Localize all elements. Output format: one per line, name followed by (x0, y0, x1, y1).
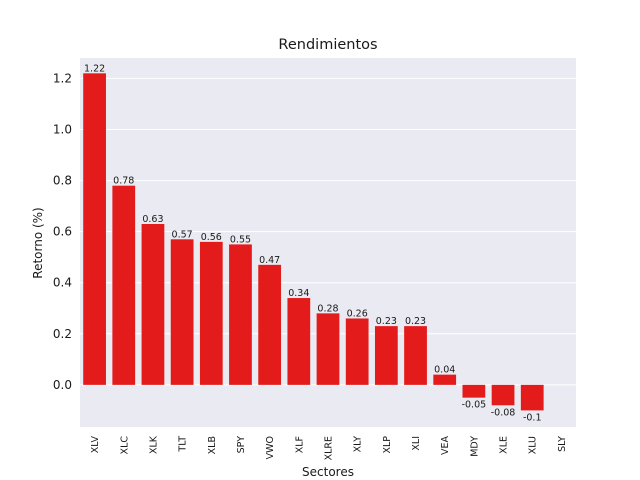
x-tick-label-sly: SLY (557, 436, 568, 452)
x-tick-label-xlre: XLRE (324, 436, 335, 460)
y-tick-label: 0.2 (53, 327, 72, 341)
bar-xlc (112, 185, 136, 385)
data-label-spy: 0.55 (230, 234, 251, 245)
y-tick-label: 0.0 (53, 378, 72, 392)
y-axis-ticks: 0.0 0.2 0.4 0.6 0.8 1.0 1.2 (53, 71, 72, 391)
y-axis-label: Retorno (%) (31, 207, 45, 278)
data-label-xlp: 0.23 (376, 316, 397, 327)
y-tick-label: 1.0 (53, 123, 72, 137)
bar-xly (345, 318, 369, 385)
bar-tlt (170, 239, 194, 385)
data-label-xle: -0.08 (491, 407, 516, 418)
x-axis-ticks: XLV XLC XLK TLT XLB SPY VWO XLF XLRE XLY XLP XLI VEA… (90, 435, 568, 460)
x-axis-label: Sectores (302, 465, 354, 479)
data-label-xlv: 1.22 (84, 63, 105, 74)
x-tick-label-xli: XLI (411, 436, 422, 451)
data-label-xlk: 0.63 (142, 214, 163, 225)
bar-spy (229, 244, 252, 385)
data-label-mdy: -0.05 (462, 400, 487, 411)
data-label-xlc: 0.78 (113, 176, 134, 187)
data-label-xlre: 0.28 (317, 303, 338, 314)
x-tick-label-xlv: XLV (90, 436, 101, 454)
data-label-vwo: 0.47 (259, 255, 280, 266)
bar-vwo (258, 264, 282, 385)
bar-xlb (199, 241, 223, 385)
x-tick-label-vwo: VWO (265, 436, 276, 459)
x-tick-label-xlf: XLF (294, 436, 305, 453)
data-label-xlf: 0.34 (288, 288, 309, 299)
x-tick-label-xlc: XLC (119, 436, 130, 455)
y-tick-label: 0.6 (53, 225, 72, 239)
bar-xlre (316, 313, 340, 385)
chart-title: Rendimientos (278, 37, 377, 53)
y-tick-label: 0.8 (53, 174, 72, 188)
x-tick-label-tlt: TLT (178, 436, 189, 453)
y-tick-label: 1.2 (53, 71, 72, 85)
bar-mdy (462, 384, 486, 398)
x-tick-label-vea: VEA (440, 435, 451, 455)
bar-vea (433, 374, 457, 385)
x-tick-label-xlk: XLK (148, 435, 159, 454)
bar-xlf (287, 298, 311, 385)
y-tick-label: 0.4 (53, 276, 72, 290)
bar-xle (491, 384, 515, 406)
x-tick-label-spy: SPY (236, 436, 247, 454)
bar-xlv (83, 73, 106, 385)
x-tick-label-xlb: XLB (207, 436, 218, 454)
x-tick-label-xlu: XLU (528, 436, 539, 454)
x-tick-label-xlp: XLP (382, 436, 393, 454)
data-label-tlt: 0.57 (172, 229, 193, 240)
data-label-xli: 0.23 (405, 316, 426, 327)
bars: 1.22 0.78 0.63 0.57 0.56 0.55 0.47 0.34 0.28 0.26… (83, 63, 544, 423)
x-tick-label-xle: XLE (499, 436, 510, 454)
bar-xlk (141, 223, 165, 385)
x-tick-label-mdy: MDY (469, 436, 480, 457)
x-tick-label-xly: XLY (353, 436, 364, 453)
data-label-xlb: 0.56 (201, 232, 222, 243)
bar-xlu (520, 384, 544, 411)
data-label-vea: 0.04 (434, 365, 455, 376)
data-label-xly: 0.26 (347, 308, 368, 319)
bar-xli (404, 326, 427, 385)
data-label-xlu: -0.1 (523, 412, 542, 423)
bar-xlp (374, 326, 398, 385)
